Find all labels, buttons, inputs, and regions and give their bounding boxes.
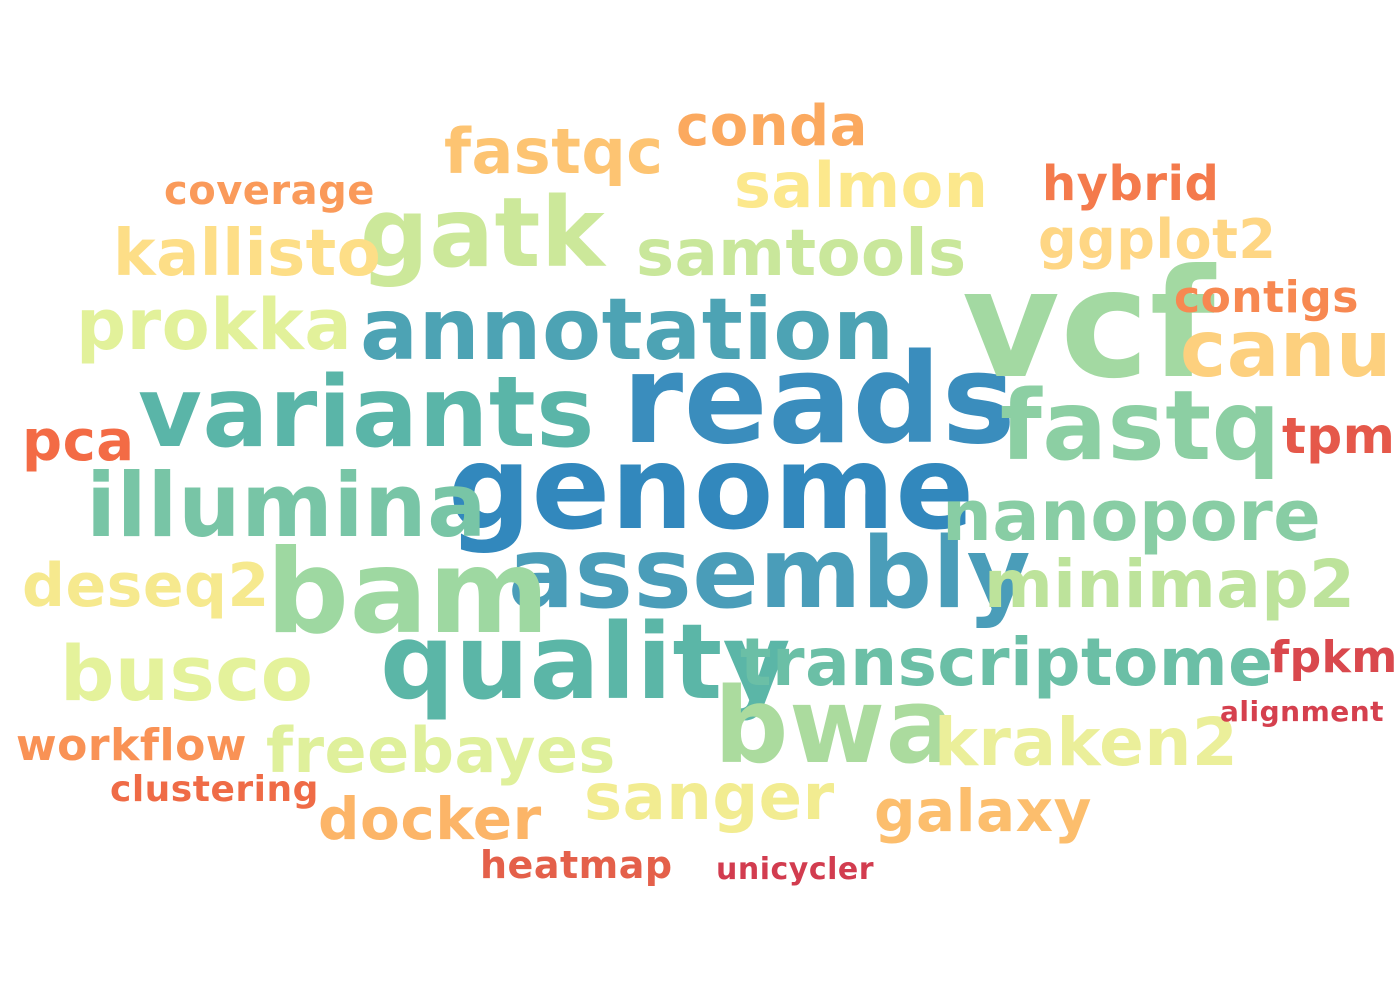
word-bam: bam	[266, 525, 550, 660]
word-ggplot2: ggplot2	[1038, 208, 1277, 271]
word-clustering: clustering	[110, 769, 319, 810]
word-samtools: samtools	[636, 217, 967, 291]
word-conda: conda	[676, 94, 868, 159]
word-prokka: prokka	[76, 284, 353, 366]
word-illumina: illumina	[86, 454, 488, 557]
word-nanopore: nanopore	[942, 475, 1322, 557]
word-freebayes: freebayes	[266, 714, 616, 787]
word-kallisto: kallisto	[113, 217, 382, 291]
word-assembly: assembly	[508, 517, 1031, 631]
word-coverage: coverage	[164, 168, 375, 214]
word-fastqc: fastqc	[444, 115, 664, 188]
word-fpkm: fpkm	[1270, 632, 1398, 683]
word-canu: canu	[1180, 305, 1392, 395]
word-fastq: fastq	[1000, 370, 1281, 482]
word-gatk: gatk	[360, 177, 606, 289]
word-annotation: annotation	[360, 280, 895, 380]
word-tpm: tpm	[1282, 407, 1396, 465]
word-hybrid: hybrid	[1042, 156, 1220, 212]
word-contigs: contigs	[1174, 272, 1359, 323]
word-transcriptome: transcriptome	[740, 624, 1274, 701]
word-quality: quality	[380, 601, 791, 723]
word-workflow: workflow	[16, 720, 247, 771]
word-deseq2: deseq2	[22, 551, 270, 621]
word-variants: variants	[138, 356, 596, 470]
word-pca: pca	[22, 409, 135, 474]
word-alignment: alignment	[1220, 695, 1385, 728]
word-kraken2: kraken2	[934, 704, 1239, 781]
word-bwa: bwa	[714, 665, 957, 787]
word-busco: busco	[60, 629, 314, 718]
word-sanger: sanger	[584, 761, 835, 835]
word-unicycler: unicycler	[716, 852, 875, 887]
word-galaxy: galaxy	[874, 777, 1092, 845]
word-reads: reads	[622, 328, 1016, 472]
word-vcf: vcf	[962, 238, 1216, 412]
word-salmon: salmon	[734, 149, 989, 222]
word-genome: genome	[448, 421, 975, 556]
word-docker: docker	[318, 785, 542, 853]
word-heatmap: heatmap	[480, 843, 673, 887]
word-minimap2: minimap2	[984, 546, 1356, 623]
